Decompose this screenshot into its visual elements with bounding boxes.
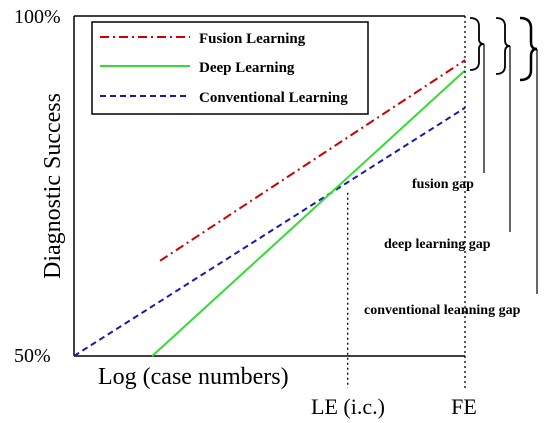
- legend-label-deep: Deep Learning: [199, 60, 295, 76]
- legend-label-fusion: Fusion Learning: [199, 31, 306, 47]
- conventional-gap-brace: [519, 16, 538, 82]
- x-axis-label: Log (case numbers): [98, 364, 289, 390]
- series-line-fusion-learning: [159, 59, 466, 262]
- legend: Fusion Learning Deep Learning Convention…: [100, 31, 348, 106]
- series-line-conventional-learning: [73, 106, 466, 357]
- marker-layer: [347, 16, 466, 388]
- deep-gap-brace: [495, 17, 511, 75]
- x-marker-label-fe: FE: [451, 394, 477, 419]
- y-tick-label-50: 50%: [14, 345, 51, 367]
- gap-label-fusion: fusion gap: [412, 177, 474, 192]
- gap-label-deep: deep learning gap: [384, 237, 491, 252]
- series-layer: [73, 59, 466, 357]
- fusion-gap-brace: [469, 17, 485, 71]
- gap-label-conventional: conventional leanning gap: [364, 303, 521, 318]
- x-marker-label-le: LE (i.c.): [311, 394, 385, 419]
- y-tick-label-100: 100%: [14, 6, 61, 28]
- series-line-deep-learning: [151, 69, 466, 357]
- y-axis-label: Diagnostic Success: [40, 93, 66, 279]
- gap-braces: [469, 16, 538, 294]
- legend-label-conventional: Conventional Learning: [199, 90, 348, 106]
